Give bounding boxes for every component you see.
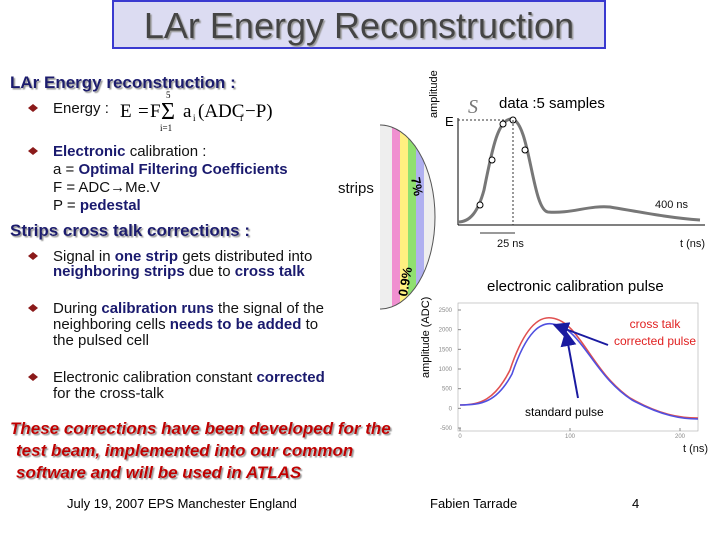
formula-part: i=1: [160, 123, 172, 133]
text-line: Signal in one strip gets distributed int…: [53, 248, 312, 265]
text-run: gets distributed into: [178, 248, 312, 265]
formula-part: =: [138, 101, 149, 122]
formula-part: F: [150, 101, 161, 122]
x-tick-label: 0: [458, 434, 462, 440]
text-run: neighboring strips: [53, 263, 185, 280]
heading: LAr Energy reconstruction :: [10, 73, 236, 92]
pulse-x-label: t (ns): [683, 443, 708, 455]
formula-part: Σ: [161, 99, 175, 125]
x-tick-label: 200: [675, 434, 686, 440]
y-tick-label: -500: [440, 426, 453, 432]
y-tick-label: 2000: [439, 328, 453, 334]
text-run: Electronic: [53, 143, 126, 160]
title-box: [112, 0, 606, 49]
text-run: needs to be added: [170, 316, 302, 333]
text-run: to: [301, 316, 318, 333]
crosstalk-near: 7%: [408, 176, 426, 198]
text-line: P = pedestal: [53, 197, 141, 214]
pulse-title: electronic calibration pulse: [487, 278, 664, 295]
corrected-label: cross talk: [630, 317, 682, 331]
formula-part: i: [193, 113, 196, 123]
bullet: [28, 252, 38, 260]
x-tick-label: 100: [565, 434, 576, 440]
text-line: neighboring cells needs to be added to: [53, 316, 318, 333]
pulse-plot: 2500 2000 1500 1000 500 0 -500 0 100 200: [439, 302, 699, 440]
conclusion-line: software and will be used in ATLAS: [16, 463, 302, 482]
energy-label: Energy :: [53, 100, 109, 117]
samples-s: S: [468, 96, 478, 118]
samples-y-label: amplitude: [428, 70, 440, 118]
text-line: neighboring strips due to cross talk: [53, 263, 305, 280]
conclusion: These corrections have been developed fo…: [10, 419, 391, 482]
bullet: [28, 304, 38, 312]
bullet: [28, 147, 38, 155]
text-run: calibration runs: [101, 300, 214, 317]
samples-x-label: t (ns): [680, 238, 705, 250]
heading: Strips cross talk corrections :: [10, 221, 250, 240]
samples-plot: [457, 116, 705, 234]
title: LAr Energy Reconstruction: [144, 5, 574, 46]
pulse-y-label: amplitude (ADC): [420, 297, 432, 378]
samples-width: 400 ns: [655, 199, 689, 211]
text-line: During calibration runs the signal of th…: [53, 300, 324, 317]
text-run: cross talk: [235, 263, 306, 280]
text-run: corrected: [256, 369, 324, 386]
text-run: P =: [53, 197, 80, 214]
y-tick-label: 500: [442, 387, 453, 393]
text-run: Signal in: [53, 248, 115, 265]
formula-part: 5: [166, 90, 171, 100]
conclusion-line: These corrections have been developed fo…: [10, 419, 391, 438]
formula: E = F Σ 5 i=1 a i (ADC i −P): [120, 90, 273, 133]
text-run: pedestal: [80, 197, 141, 214]
text-run: Electronic calibration constant: [53, 369, 256, 386]
text-line: a = Optimal Filtering Coefficients: [53, 161, 288, 178]
formula-part: a: [183, 101, 192, 122]
text-line: Electronic calibration :: [53, 143, 206, 160]
text-run: Optimal Filtering Coefficients: [78, 161, 287, 178]
text-run: the pulsed cell: [53, 332, 149, 349]
text-run: for the cross-talk: [53, 385, 164, 402]
text-run: the signal of the: [214, 300, 324, 317]
samples-e: E: [445, 114, 454, 129]
formula-part: E: [120, 101, 132, 122]
text-run: neighboring cells: [53, 316, 170, 333]
text-run: one strip: [115, 248, 178, 265]
samples-caption: data :5 samples: [499, 95, 605, 112]
formula-part: i: [240, 113, 243, 123]
text-line: Electronic calibration constant correcte…: [53, 369, 325, 386]
bullet: [28, 104, 38, 112]
y-tick-label: 1500: [439, 347, 453, 353]
text-run: F = ADC→Me.V: [53, 179, 160, 196]
y-tick-label: 1000: [439, 367, 453, 373]
bullet: [28, 373, 38, 381]
text-line: the pulsed cell: [53, 332, 149, 349]
formula-part: −P): [245, 101, 273, 122]
crosstalk-far: 0.9%: [395, 265, 415, 297]
footer-author: Fabien Tarrade: [430, 496, 517, 511]
text-line: F = ADC→Me.V: [53, 179, 160, 196]
conclusion-line: test beam, implemented into our common: [16, 441, 353, 460]
text-line: for the cross-talk: [53, 385, 164, 402]
corrected-label: corrected pulse: [614, 334, 696, 348]
samples-step: 25 ns: [497, 238, 524, 250]
text-run: calibration :: [126, 143, 207, 160]
formula-part: (ADC: [198, 101, 244, 122]
footer-page: 4: [632, 496, 639, 511]
y-tick-label: 0: [449, 406, 453, 412]
text-run: due to: [185, 263, 235, 280]
y-tick-label: 2500: [439, 308, 453, 314]
text-run: a =: [53, 161, 78, 178]
strips-drawing: [379, 124, 436, 310]
footer-date: July 19, 2007 EPS Manchester England: [67, 496, 297, 511]
standard-label: standard pulse: [525, 405, 604, 419]
text-run: During: [53, 300, 101, 317]
strips-label: strips: [338, 180, 374, 197]
